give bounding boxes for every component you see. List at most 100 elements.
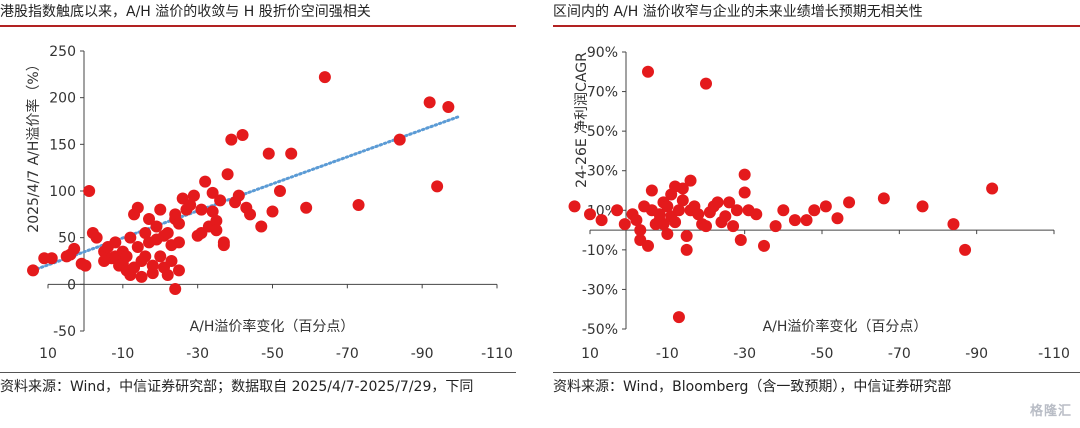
data-point: [109, 236, 122, 249]
data-point: [68, 242, 81, 255]
data-point: [172, 217, 185, 230]
data-point: [831, 212, 844, 225]
data-point: [684, 174, 697, 187]
data-point: [723, 196, 736, 209]
x-tick-label: -110: [1038, 346, 1070, 362]
y-axis-title: 24-26E 净利润CAGR: [574, 52, 590, 188]
data-point: [657, 196, 670, 209]
data-point: [642, 65, 654, 78]
data-point: [423, 96, 436, 109]
data-point: [719, 210, 732, 223]
left-chart-title: 港股指数触底以来，A/H 溢价的收敛与 H 股折价空间强相关: [0, 0, 516, 27]
data-point: [90, 231, 103, 244]
data-point: [707, 200, 720, 213]
data-point: [150, 220, 163, 233]
data-point: [154, 203, 167, 216]
data-point: [634, 224, 647, 237]
x-tick-label: -90: [411, 346, 434, 362]
data-point: [692, 208, 705, 221]
x-tick-label: -50: [811, 346, 834, 362]
data-point: [626, 208, 639, 221]
data-point: [672, 204, 685, 217]
data-point: [800, 214, 813, 227]
data-point: [131, 241, 144, 253]
data-point: [715, 216, 728, 229]
data-point: [676, 182, 689, 195]
data-point: [730, 204, 743, 217]
data-point: [161, 269, 174, 281]
data-point: [199, 175, 212, 188]
data-point: [206, 205, 219, 218]
data-point: [262, 147, 275, 160]
y-tick-label: 50: [58, 231, 76, 247]
right-source-note: 资料来源：Wind，Bloomberg（含一致预期），中信证券研究部: [553, 372, 1080, 398]
data-point: [618, 218, 631, 231]
data-point: [300, 201, 313, 214]
y-tick-label: 90%: [587, 45, 618, 61]
data-point: [285, 147, 298, 160]
data-point: [135, 270, 148, 283]
data-point: [916, 200, 929, 213]
data-point: [734, 233, 747, 246]
y-tick-label: -30%: [582, 282, 618, 298]
data-point: [442, 101, 455, 113]
data-point: [758, 239, 770, 252]
data-point: [808, 204, 821, 217]
data-point: [169, 283, 182, 295]
data-point: [161, 227, 174, 239]
right-chart-title: 区间内的 A/H 溢价收窄与企业的未来业绩增长预期无相关性: [553, 0, 1080, 27]
x-tick-label: -30: [186, 346, 209, 362]
x-tick-label: -10: [111, 346, 134, 362]
watermark-logo: 格隆汇: [1029, 404, 1072, 419]
data-point: [187, 189, 200, 202]
data-point: [206, 186, 219, 199]
data-point: [83, 185, 96, 197]
data-point: [788, 214, 801, 227]
data-point: [195, 203, 208, 216]
data-point: [680, 243, 693, 256]
y-tick-label: 30%: [587, 164, 618, 180]
data-point: [665, 188, 678, 201]
x-tick-label: 10: [581, 346, 599, 362]
data-point: [750, 208, 763, 221]
data-point: [139, 250, 152, 263]
y-tick-label: 150: [49, 137, 76, 153]
y-tick-label: 100: [49, 184, 76, 200]
x-axis-title: A/H溢价率变化（百分点）: [190, 318, 355, 335]
data-point: [45, 252, 58, 265]
x-tick-label: -10: [656, 346, 679, 362]
y-tick-label: 10%: [587, 203, 618, 219]
data-point: [700, 77, 712, 90]
y-tick-label: 200: [49, 91, 76, 107]
x-tick-label: -70: [336, 346, 359, 362]
data-point: [634, 233, 647, 246]
data-point: [959, 243, 972, 256]
x-tick-label: 10: [39, 346, 57, 362]
x-tick-label: -30: [733, 346, 756, 362]
data-point: [700, 220, 712, 233]
data-point: [172, 264, 185, 277]
data-point: [645, 184, 658, 197]
x-tick-label: -90: [965, 346, 988, 362]
data-point: [210, 224, 223, 237]
data-point: [680, 230, 693, 243]
y-tick-label: -10%: [582, 243, 618, 259]
data-point: [120, 250, 133, 263]
data-point: [645, 204, 658, 217]
data-point: [244, 208, 257, 221]
data-point: [947, 218, 960, 231]
data-point: [266, 205, 279, 218]
data-point: [210, 214, 223, 227]
data-point: [221, 168, 234, 181]
data-point: [131, 201, 144, 214]
data-point: [214, 194, 227, 207]
data-point: [630, 214, 643, 227]
y-axis-title: 2025/4/7 A/H溢价率（%）: [25, 57, 42, 232]
left-scatter-chart: -50 0 50 100 150 200 250 10 -10 -30 -50 -70 -90 -110 A…: [25, 44, 513, 362]
data-point: [236, 129, 249, 141]
data-point: [595, 214, 608, 227]
data-point: [393, 133, 406, 146]
data-point: [184, 199, 197, 211]
y-tick-label: -50%: [582, 322, 618, 338]
data-point: [154, 250, 167, 263]
